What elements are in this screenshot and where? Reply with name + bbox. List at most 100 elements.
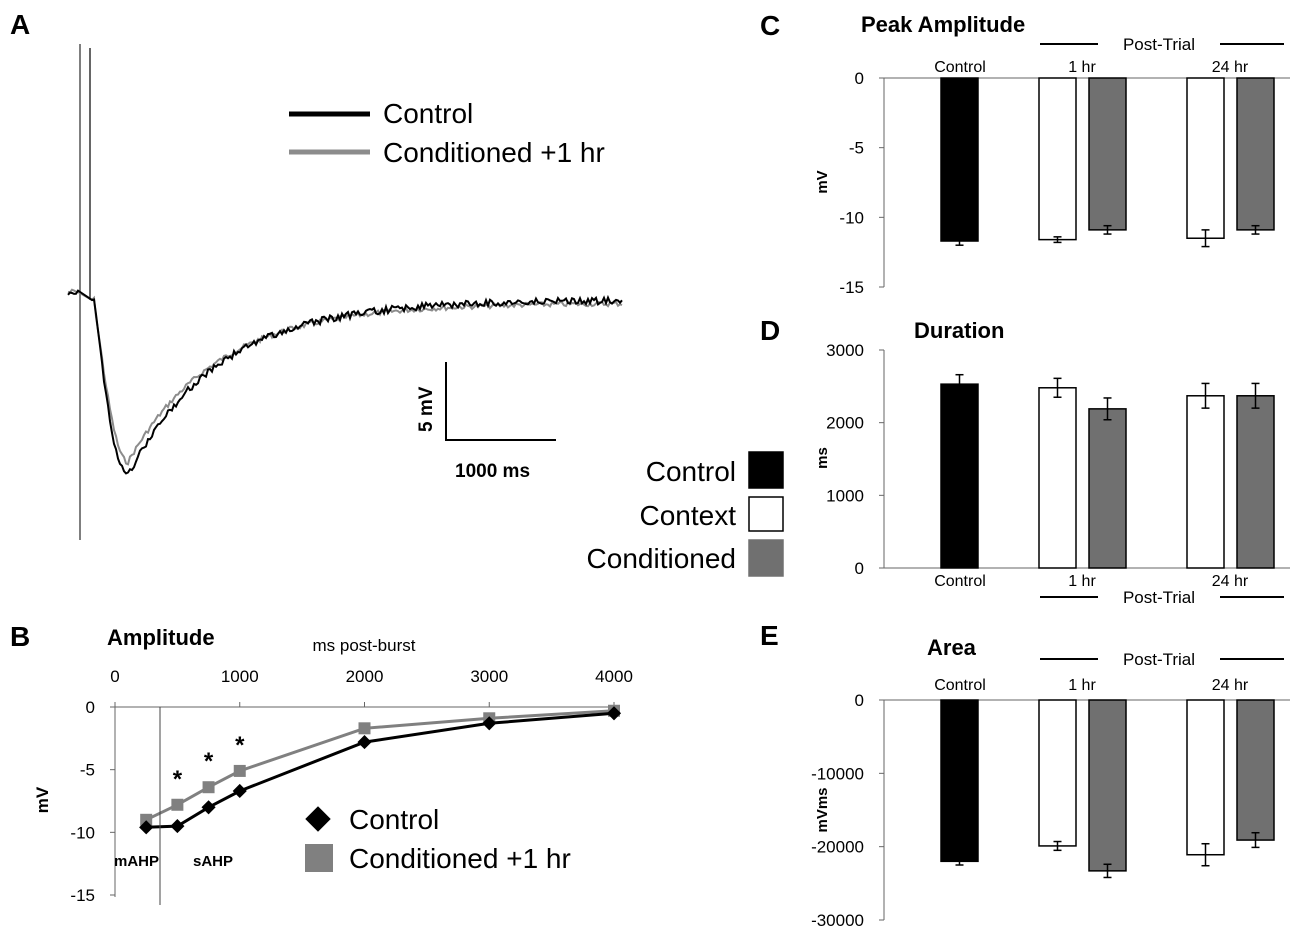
y-tick-label: 0 xyxy=(855,559,864,578)
data-point xyxy=(232,783,247,799)
category-label: 24 hr xyxy=(1212,677,1249,694)
panel-b-x-axis-label: ms post-burst xyxy=(313,636,416,655)
bar xyxy=(1236,395,1275,569)
annotation-mahp: mAHP xyxy=(114,853,159,870)
panel-label-e: E xyxy=(760,620,779,651)
y-tick-label: 0 xyxy=(855,691,864,710)
bar-chart-area: 0 -10000 -20000 -30000 Control 1 hr 24 hr xyxy=(811,677,1290,929)
group-legend-context-label: Context xyxy=(640,500,737,531)
panel-d-bracket-label: Post-Trial xyxy=(1123,588,1195,607)
legend-a-control-label: Control xyxy=(383,98,473,129)
bar xyxy=(1088,699,1127,872)
data-point xyxy=(358,722,371,735)
y-tick-label: -10 xyxy=(70,823,95,842)
category-label: 1 hr xyxy=(1068,573,1096,590)
data-point xyxy=(202,781,215,794)
panel-d-y-axis-label: ms xyxy=(814,447,831,469)
category-label: 1 hr xyxy=(1068,677,1096,694)
y-tick-label: -5 xyxy=(849,139,864,158)
bar xyxy=(1236,699,1275,841)
category-label: 24 hr xyxy=(1212,59,1249,76)
bar xyxy=(1236,77,1275,231)
bar xyxy=(940,77,979,242)
data-point xyxy=(357,735,372,750)
significance-star: * xyxy=(173,766,183,793)
bar xyxy=(940,383,979,569)
group-legend-context-swatch xyxy=(748,496,784,532)
group-legend-control-label: Control xyxy=(646,456,736,487)
bar xyxy=(1088,77,1127,231)
panel-c-y-axis-label: mV xyxy=(814,170,831,193)
bar-chart-peak-amplitude: 0 -5 -10 -15 Control 1 hr 24 hr xyxy=(839,59,1290,297)
data-point xyxy=(482,716,497,731)
y-tick-label: 2000 xyxy=(826,414,864,433)
data-point xyxy=(139,820,154,835)
category-label: Control xyxy=(934,677,986,694)
panel-b-y-axis-label: mV xyxy=(33,786,52,813)
panel-c-bracket-label: Post-Trial xyxy=(1123,35,1195,54)
data-point xyxy=(606,706,622,721)
bar xyxy=(1038,699,1077,847)
significance-star: * xyxy=(235,732,245,759)
panel-e-title: Area xyxy=(927,635,977,660)
bar xyxy=(1186,395,1225,569)
scale-bar-time-label: 1000 ms xyxy=(455,461,530,482)
panel-label-c: C xyxy=(760,10,780,41)
y-tick-label: -10 xyxy=(839,208,864,227)
y-tick-label: 1000 xyxy=(826,486,864,505)
legend-b-control-label: Control xyxy=(349,804,439,835)
category-label: 1 hr xyxy=(1068,59,1096,76)
y-tick-label: -15 xyxy=(70,886,95,905)
legend-b-conditioned-label: Conditioned +1 hr xyxy=(349,843,571,874)
data-point xyxy=(201,800,216,815)
bar xyxy=(1038,387,1077,569)
x-tick-label: 2000 xyxy=(346,667,384,686)
x-tick-label: 1000 xyxy=(221,667,259,686)
y-tick-label: -5 xyxy=(80,761,95,780)
panel-e-bracket-label: Post-Trial xyxy=(1123,650,1195,669)
bar xyxy=(1186,699,1225,856)
y-tick-label: -30000 xyxy=(811,911,864,929)
data-point xyxy=(170,818,185,834)
panel-label-a: A xyxy=(10,9,30,40)
y-tick-label: -15 xyxy=(839,278,864,297)
y-tick-label: 3000 xyxy=(826,341,864,360)
trace-control xyxy=(67,289,623,475)
category-label: Control xyxy=(934,573,986,590)
y-tick-label: 0 xyxy=(86,698,95,717)
bar-chart-duration: 0 1000 2000 3000 Control 1 hr 24 hr xyxy=(826,341,1290,590)
group-legend-conditioned-swatch xyxy=(748,539,784,577)
annotation-sahp: sAHP xyxy=(193,853,233,870)
category-label: 24 hr xyxy=(1212,573,1249,590)
x-tick-label: 0 xyxy=(110,667,119,686)
bar xyxy=(1186,77,1225,239)
y-tick-label: -20000 xyxy=(811,838,864,857)
panel-d-title: Duration xyxy=(914,318,1004,343)
panel-c-title: Peak Amplitude xyxy=(861,12,1025,37)
trace-plot xyxy=(67,44,623,540)
legend-b-conditioned-marker xyxy=(305,844,333,872)
category-label: Control xyxy=(934,59,986,76)
panel-e-y-axis-label: mVms xyxy=(814,787,831,832)
legend-b-control-marker xyxy=(305,806,331,832)
data-point xyxy=(233,764,246,777)
significance-star: * xyxy=(204,748,214,775)
data-point xyxy=(171,798,184,811)
panel-label-d: D xyxy=(760,315,780,346)
x-tick-label: 4000 xyxy=(595,667,633,686)
legend-a-conditioned-label: Conditioned +1 hr xyxy=(383,137,605,168)
y-tick-label: -10000 xyxy=(811,764,864,783)
line-chart-amplitude: 0 1000 2000 3000 4000 0 -5 -10 -15 * * * xyxy=(70,667,632,905)
data-point xyxy=(140,813,153,826)
scale-bar xyxy=(445,362,556,441)
bar xyxy=(940,699,979,863)
x-tick-label: 3000 xyxy=(470,667,508,686)
bar xyxy=(1088,408,1127,569)
scale-bar-voltage-label: 5 mV xyxy=(416,386,437,432)
y-tick-label: 0 xyxy=(855,69,864,88)
group-legend-control-swatch xyxy=(748,451,784,489)
group-legend-conditioned-label: Conditioned xyxy=(587,543,736,574)
bar xyxy=(1038,77,1077,241)
panel-label-b: B xyxy=(10,621,30,652)
